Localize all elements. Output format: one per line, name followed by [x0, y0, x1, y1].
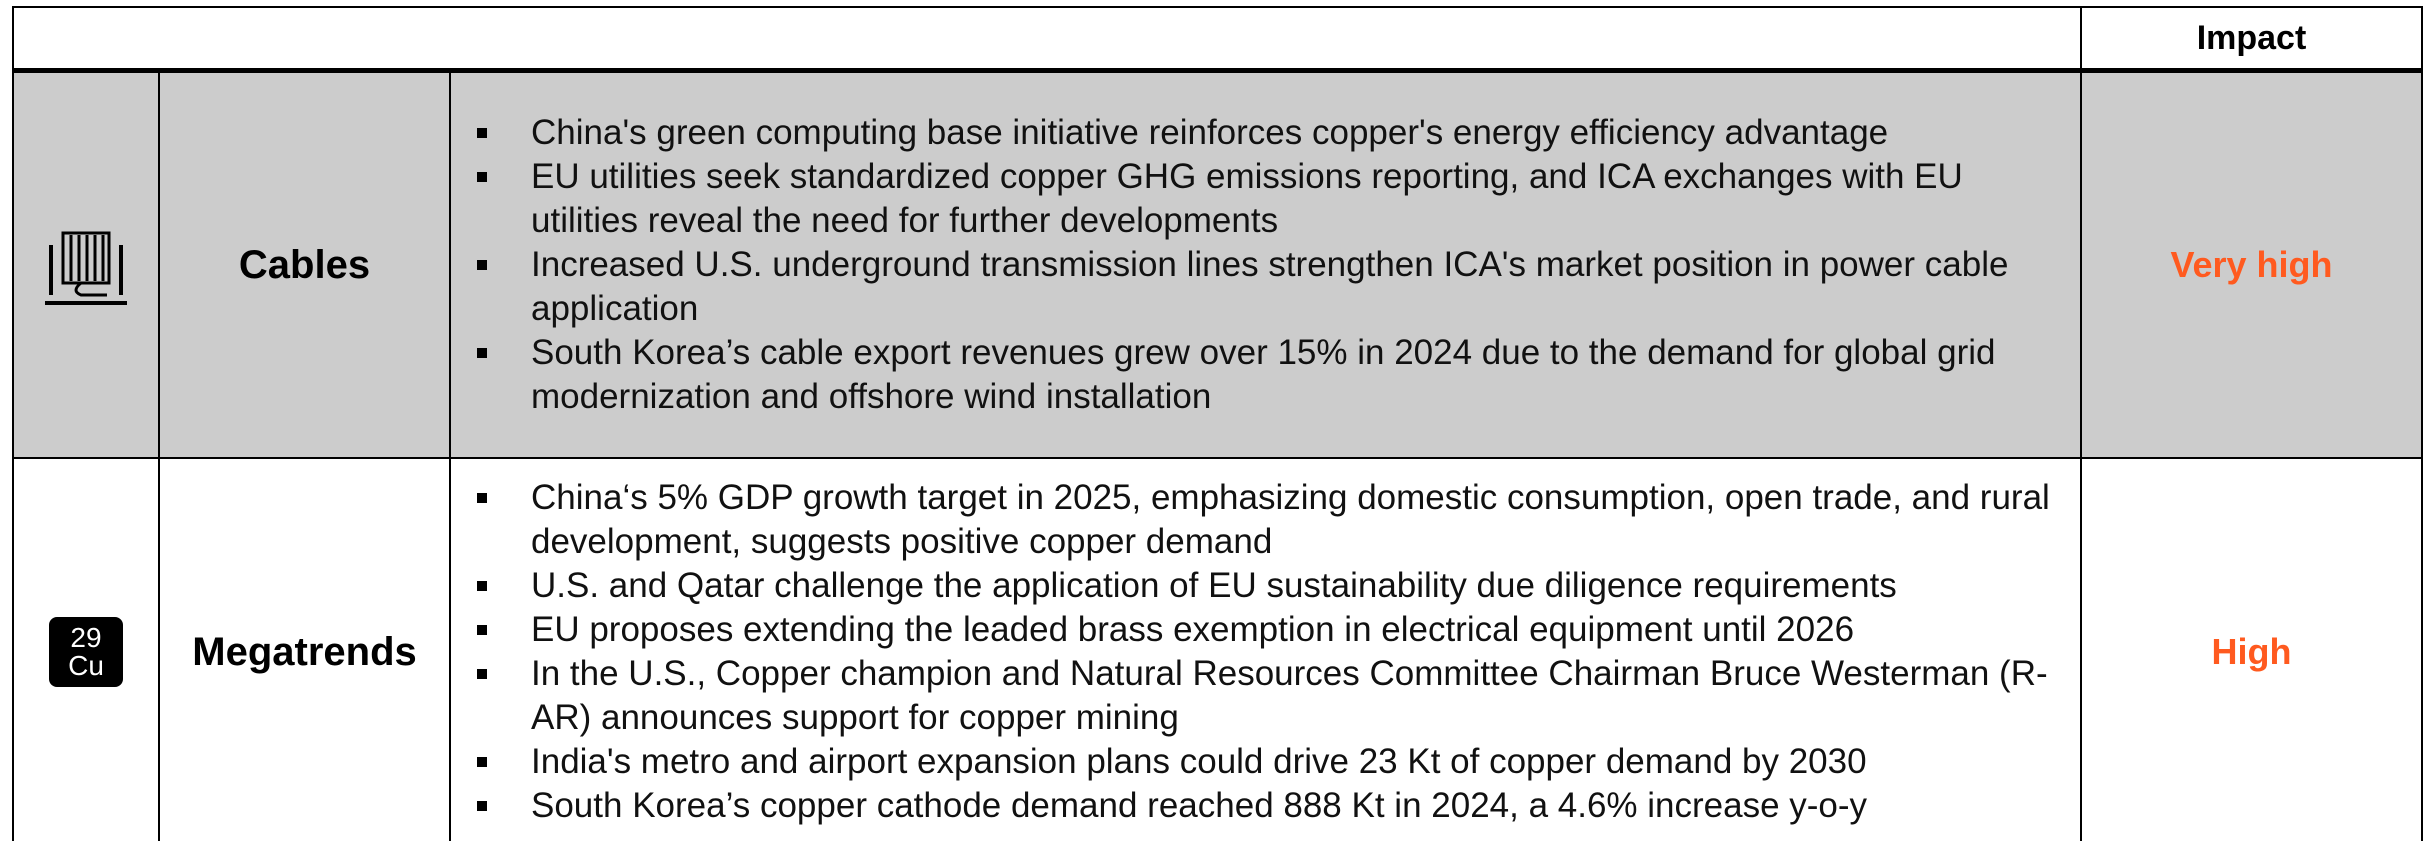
header-blank: [12, 6, 2082, 73]
bullet: South Korea’s cable export revenues grew…: [473, 331, 2060, 419]
bullet: China‘s 5% GDP growth target in 2025, em…: [473, 476, 2060, 564]
bullet: China's green computing base initiative …: [473, 111, 2060, 155]
bullet-cell: China's green computing base initiative …: [449, 71, 2082, 459]
bullet: EU utilities seek standardized copper GH…: [473, 155, 2060, 243]
bullet: U.S. and Qatar challenge the application…: [473, 564, 2060, 608]
row-label: Cables: [158, 71, 451, 459]
bullet: South Korea’s copper cathode demand reac…: [473, 784, 2060, 828]
bullet-cell: China‘s 5% GDP growth target in 2025, em…: [449, 457, 2082, 841]
impact-value: High: [2080, 457, 2423, 841]
cable-icon: [45, 231, 127, 305]
icon-cell: 29 Cu: [12, 457, 160, 841]
element-symbol: Cu: [68, 650, 104, 681]
bullet: In the U.S., Copper champion and Natural…: [473, 652, 2060, 740]
bullet-list: China‘s 5% GDP growth target in 2025, em…: [473, 476, 2060, 828]
impact-value: Very high: [2080, 71, 2423, 459]
header-impact: Impact: [2080, 6, 2423, 73]
bullet: India's metro and airport expansion plan…: [473, 740, 2060, 784]
row-label: Megatrends: [158, 457, 451, 841]
atomic-number: 29: [70, 622, 102, 653]
bullet-list: China's green computing base initiative …: [473, 111, 2060, 419]
bullet: Increased U.S. underground transmission …: [473, 243, 2060, 331]
icon-cell: [12, 71, 160, 459]
bullet: EU proposes extending the leaded brass e…: [473, 608, 2060, 652]
element-icon: 29 Cu: [49, 617, 123, 687]
